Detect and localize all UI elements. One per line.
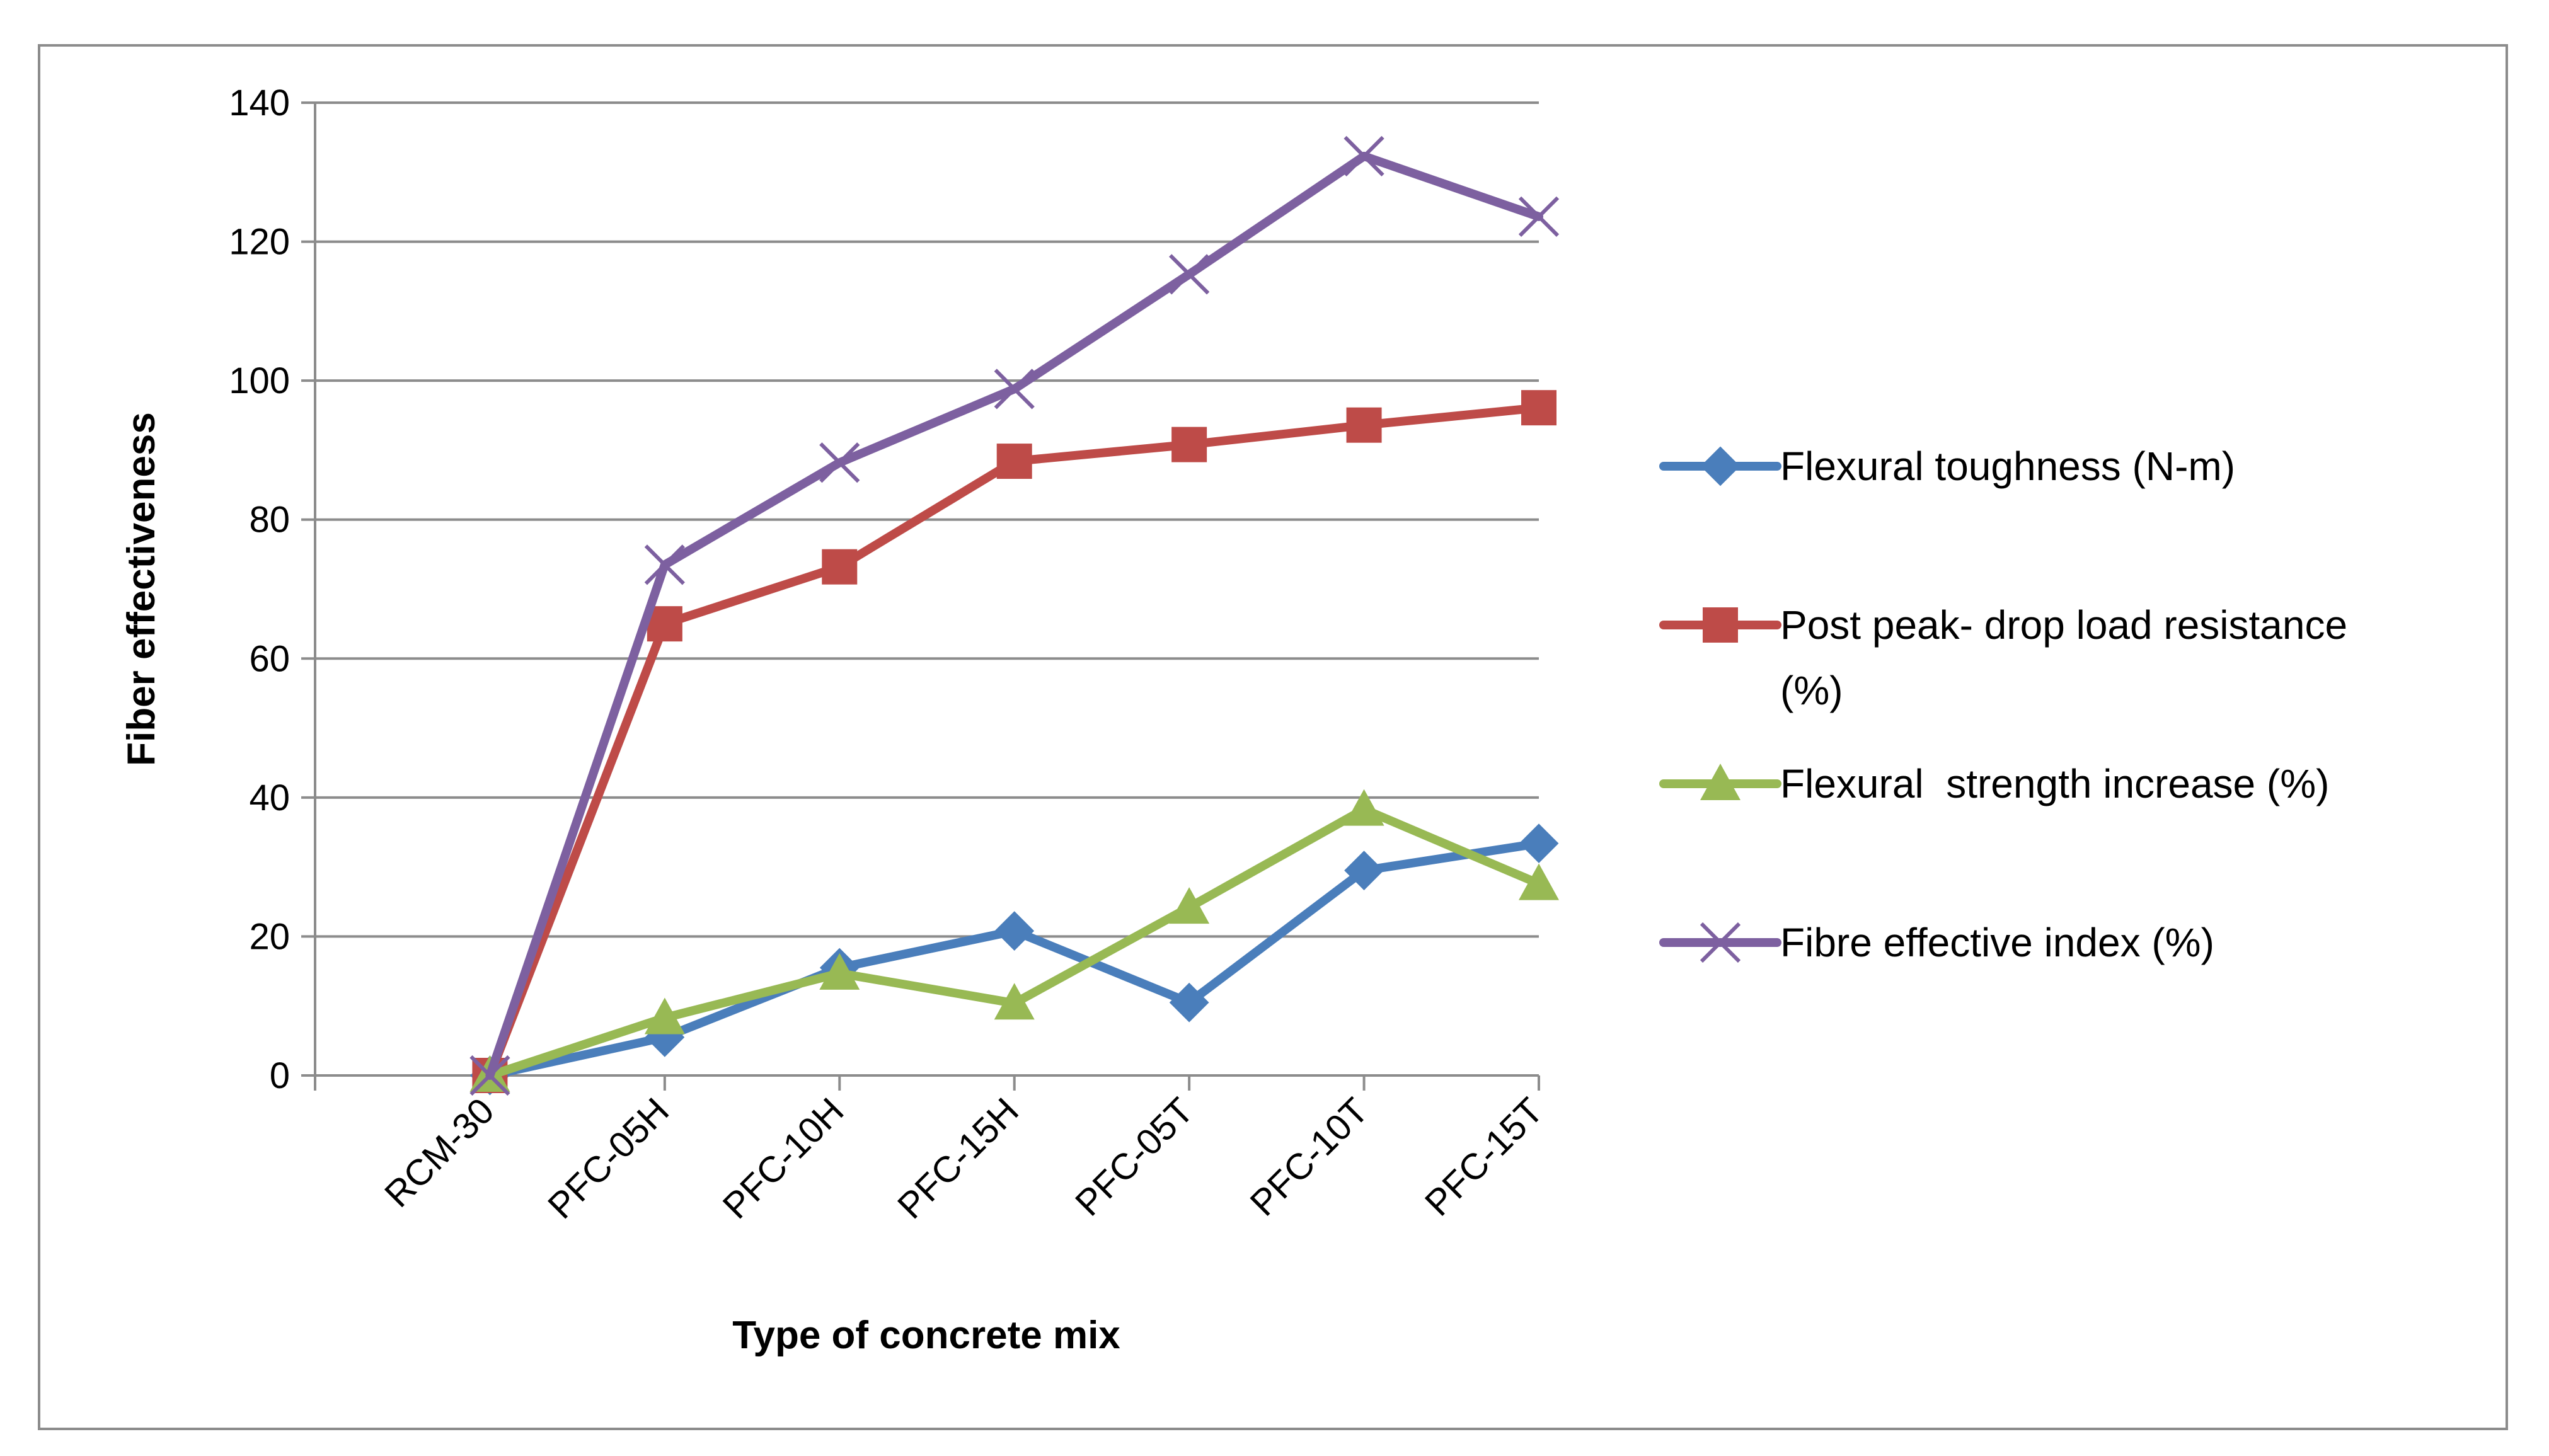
data-point-series-3 [1344,789,1384,826]
data-point-series-1 [994,911,1035,951]
data-point-series-4 [1344,135,1384,177]
data-point-series-3 [994,983,1035,1020]
x-axis-title: Type of concrete mix [732,1314,1120,1357]
data-point-series-2 [822,549,858,585]
data-point-series-4 [819,442,860,483]
x-tick-label: PFC-05H [540,1090,677,1227]
x-tick-label: PFC-15T [1417,1090,1551,1224]
x-tick-label: PFC-10T [1242,1090,1376,1224]
x-tick-label: PFC-15H [890,1090,1027,1227]
x-tick-label: PFC-10H [715,1090,852,1227]
data-point-series-2 [996,444,1032,479]
y-tick-label: 100 [229,360,290,401]
data-point-series-2 [1521,390,1556,426]
series-line-2 [485,403,1543,1080]
data-point-series-4 [644,544,685,585]
y-tick-label: 120 [229,222,290,263]
data-point-series-1 [1169,982,1209,1023]
data-point-series-4 [1169,254,1210,295]
data-point-series-2 [1171,427,1207,462]
legend-label: Post peak- drop load resistance [1780,602,2347,648]
data-point-series-1 [1344,851,1384,891]
data-point-series-4 [1518,196,1560,237]
data-point-series-1 [1519,823,1559,864]
legend-marker [1700,446,1741,486]
x-tick-label: PFC-05T [1067,1090,1201,1224]
data-point-series-3 [1169,887,1210,924]
data-point-series-3 [644,997,685,1035]
chart-frame [38,44,2508,1430]
data-point-series-4 [994,369,1035,410]
legend-label: Flexural toughness (N-m) [1780,444,2235,489]
data-point-series-4 [469,1055,510,1096]
y-tick-label: 0 [270,1055,290,1096]
y-axis-title: Fiber effectiveness [120,412,163,766]
legend-marker [1703,607,1738,643]
y-tick-label: 40 [249,777,290,818]
y-tick-label: 20 [249,916,290,957]
series-line-1 [485,839,1543,1080]
legend-label: (%) [1780,668,1843,713]
data-point-series-3 [1519,863,1559,900]
x-tick-label: RCM-30 [377,1090,502,1215]
legend-marker [1700,764,1741,800]
data-point-series-2 [1346,407,1382,443]
y-tick-label: 140 [229,83,290,123]
y-tick-label: 80 [249,500,290,541]
y-tick-label: 60 [249,638,290,679]
legend-label: Fibre effective index (%) [1780,920,2214,965]
legend-label: Flexural strength increase (%) [1780,761,2329,806]
legend-marker [1700,922,1741,963]
data-point-series-3 [819,953,860,990]
